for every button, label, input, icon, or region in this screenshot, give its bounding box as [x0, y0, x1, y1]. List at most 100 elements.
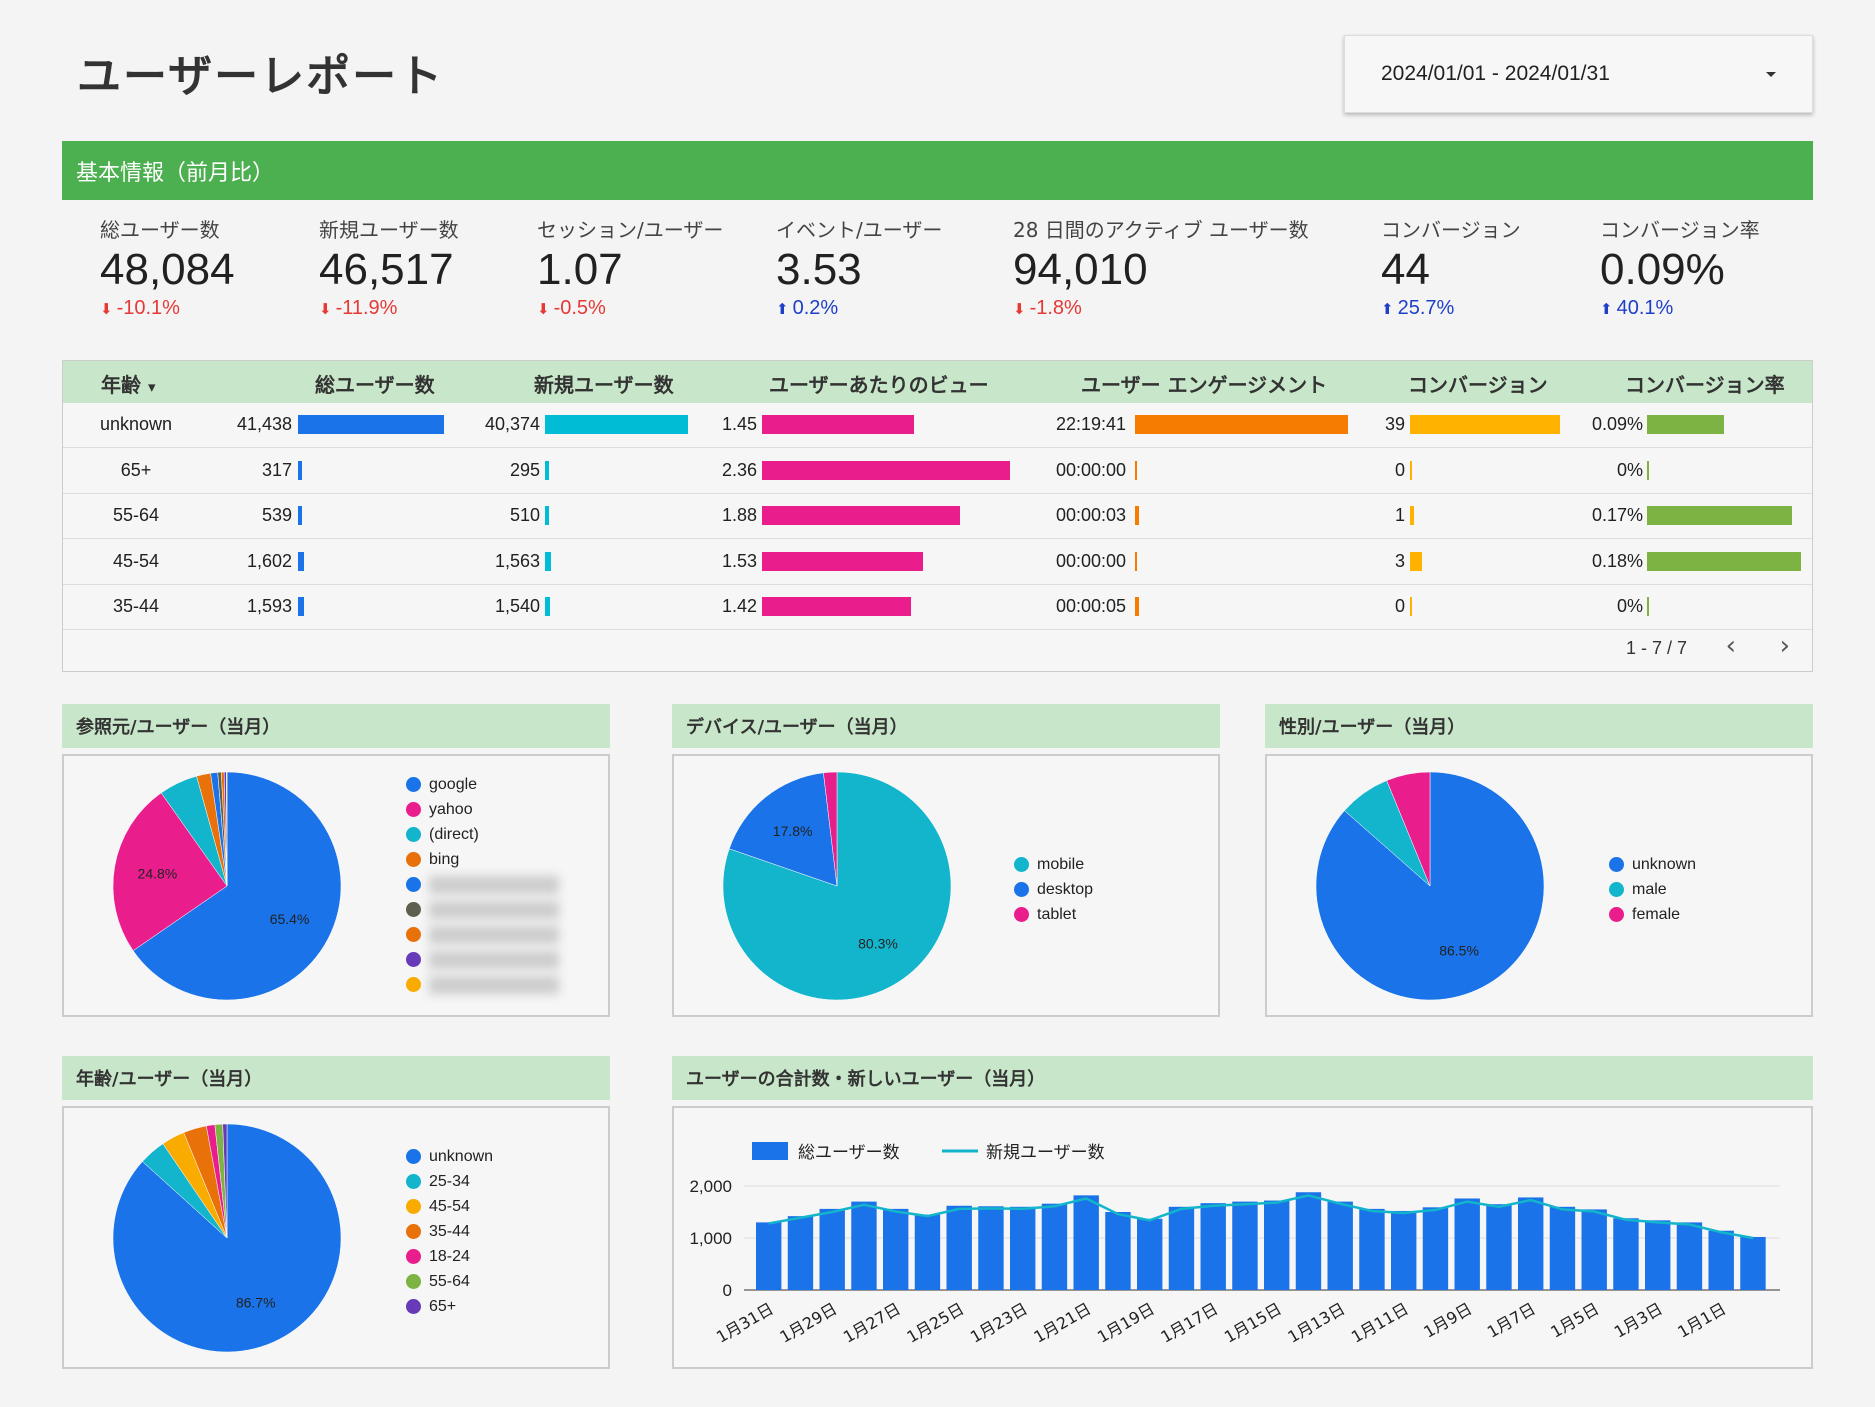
bar[interactable] — [1391, 1210, 1417, 1290]
table-row[interactable]: 35-44 1,593 1,540 1.42 00:00:05 0 0% — [63, 585, 1812, 630]
legend-item[interactable]: mobile — [1014, 852, 1093, 877]
bar[interactable] — [1645, 1220, 1671, 1290]
bar[interactable] — [1010, 1206, 1036, 1290]
legend-item[interactable]: male — [1609, 877, 1696, 902]
legend-item[interactable]: 25-34 — [406, 1169, 493, 1194]
panel-age: 年齢/ユーザー（当月） 86.7% unknown 25-34 45-54 35-44… — [62, 1056, 610, 1369]
legend-item[interactable]: 18-24 — [406, 1244, 493, 1269]
legend-dot-icon — [406, 777, 421, 792]
bar[interactable] — [787, 1216, 814, 1290]
bar-conversions — [1410, 551, 1422, 571]
cell-conversions: 0 — [1394, 596, 1405, 616]
bar[interactable] — [914, 1214, 941, 1290]
legend-item[interactable] — [406, 897, 559, 922]
bar[interactable] — [1105, 1212, 1131, 1290]
bar[interactable] — [1676, 1222, 1703, 1290]
legend-item[interactable]: (direct) — [406, 822, 559, 847]
bar[interactable] — [1327, 1201, 1353, 1290]
cell-new_users: 510 — [509, 505, 540, 525]
bar[interactable] — [1232, 1201, 1258, 1290]
column-header-engagement[interactable]: ユーザー エンゲージメント — [1081, 373, 1328, 397]
pie-slice[interactable] — [823, 771, 838, 887]
chart-box-age: 86.7% unknown 25-34 45-54 35-44 18-24 55-64 65… — [62, 1106, 610, 1369]
next-page-button[interactable]: › — [1779, 631, 1790, 661]
legend-item[interactable]: 55-64 — [406, 1269, 493, 1294]
bar[interactable] — [756, 1222, 782, 1290]
bar[interactable] — [1740, 1236, 1766, 1290]
pie-slice[interactable] — [132, 771, 342, 1001]
bar[interactable] — [819, 1208, 845, 1290]
bar[interactable] — [1295, 1192, 1322, 1290]
cell-users: 1,602 — [246, 550, 292, 571]
kpi-card: 新規ユーザー数 46,517 ⬇ -11.9% — [319, 214, 459, 320]
x-tick-label: 1月15日 — [1221, 1299, 1285, 1347]
legend-item[interactable]: yahoo — [406, 797, 559, 822]
legend-item[interactable]: unknown — [406, 1144, 493, 1169]
pie-slice[interactable] — [1386, 771, 1431, 887]
table-row[interactable]: unknown 41,438 40,374 1.45 22:19:41 39 0.09% — [63, 403, 1812, 448]
prev-page-button[interactable]: ‹ — [1725, 631, 1736, 661]
kpi-delta-value: 0.2% — [792, 297, 839, 319]
legend-item[interactable]: desktop — [1014, 877, 1093, 902]
legend-item[interactable]: 65+ — [406, 1294, 493, 1319]
bar[interactable] — [1137, 1218, 1163, 1290]
legend-item[interactable] — [406, 947, 559, 972]
pie-slice[interactable] — [112, 792, 228, 952]
bar[interactable] — [1613, 1218, 1639, 1290]
page-title: ユーザーレポート — [77, 51, 445, 102]
bar-conv_rate — [1647, 506, 1793, 525]
pie-chart-referrer: 65.4% 24.8% — [112, 771, 342, 1001]
legend-item[interactable]: google — [406, 772, 559, 797]
legend-item[interactable]: female — [1609, 902, 1696, 927]
column-header-users[interactable]: 総ユーザー数 — [315, 373, 435, 397]
pie-slice[interactable] — [222, 1123, 228, 1239]
legend-label: tablet — [1037, 905, 1077, 923]
bar[interactable] — [1708, 1230, 1734, 1290]
legend-item[interactable]: 35-44 — [406, 1219, 493, 1244]
bar[interactable] — [851, 1201, 877, 1290]
series-line[interactable] — [768, 1194, 1754, 1240]
column-header-views[interactable]: ユーザーあたりのビュー — [769, 373, 989, 397]
cell-engagement: 00:00:03 — [1056, 505, 1127, 525]
bar[interactable] — [1168, 1206, 1195, 1290]
legend-label-redacted — [429, 900, 559, 919]
kpi-card: 28 日間のアクティブ ユーザー数 94,010 ⬇ -1.8% — [1013, 214, 1309, 320]
kpi-delta: ⬆ 25.7% — [1381, 297, 1521, 320]
bar[interactable] — [946, 1205, 972, 1290]
bar[interactable] — [1549, 1206, 1576, 1290]
bar[interactable] — [1073, 1195, 1099, 1290]
date-range-picker[interactable]: 2024/01/01 - 2024/01/31 — [1344, 35, 1813, 113]
column-header-conversions[interactable]: コンバージョン — [1408, 373, 1548, 397]
legend-item[interactable]: 45-54 — [406, 1194, 493, 1219]
column-header-new-users[interactable]: 新規ユーザー数 — [534, 373, 674, 397]
column-header-age[interactable]: 年齢 ▾ — [101, 369, 156, 398]
bar[interactable] — [883, 1208, 909, 1290]
pie-slice[interactable] — [728, 772, 838, 887]
legend-label-redacted — [429, 925, 559, 944]
bar[interactable] — [1581, 1209, 1607, 1290]
legend-item[interactable]: unknown — [1609, 852, 1696, 877]
bar[interactable] — [1041, 1203, 1068, 1290]
cell-views: 1.42 — [721, 596, 757, 616]
kpi-value: 94,010 — [1013, 245, 1148, 294]
bar[interactable] — [978, 1206, 1004, 1290]
bar[interactable] — [1264, 1200, 1290, 1290]
column-header-conv-rate[interactable]: コンバージョン率 — [1625, 373, 1785, 397]
kpi-card: セッション/ユーザー 1.07 ⬇ -0.5% — [537, 214, 723, 320]
legend-item[interactable] — [406, 922, 559, 947]
table-row[interactable]: 45-54 1,602 1,563 1.53 00:00:00 3 0.18% — [63, 540, 1812, 585]
legend-item[interactable]: bing — [406, 847, 559, 872]
legend-item[interactable] — [406, 972, 559, 997]
bar[interactable] — [1200, 1203, 1226, 1290]
table-row[interactable]: 55-64 539 510 1.88 00:00:03 1 0.17% — [63, 494, 1812, 539]
x-tick-label: 1月9日 — [1420, 1299, 1475, 1342]
pie-slice[interactable] — [226, 771, 228, 887]
bar[interactable] — [1422, 1207, 1449, 1290]
bar[interactable] — [1359, 1208, 1385, 1290]
bar[interactable] — [1454, 1198, 1480, 1290]
legend-item[interactable]: tablet — [1014, 902, 1093, 927]
bar[interactable] — [1518, 1197, 1544, 1290]
legend-item[interactable] — [406, 872, 559, 897]
table-row[interactable]: 65+ 317 295 2.36 00:00:00 0 0% — [63, 449, 1812, 494]
bar[interactable] — [1486, 1204, 1512, 1290]
